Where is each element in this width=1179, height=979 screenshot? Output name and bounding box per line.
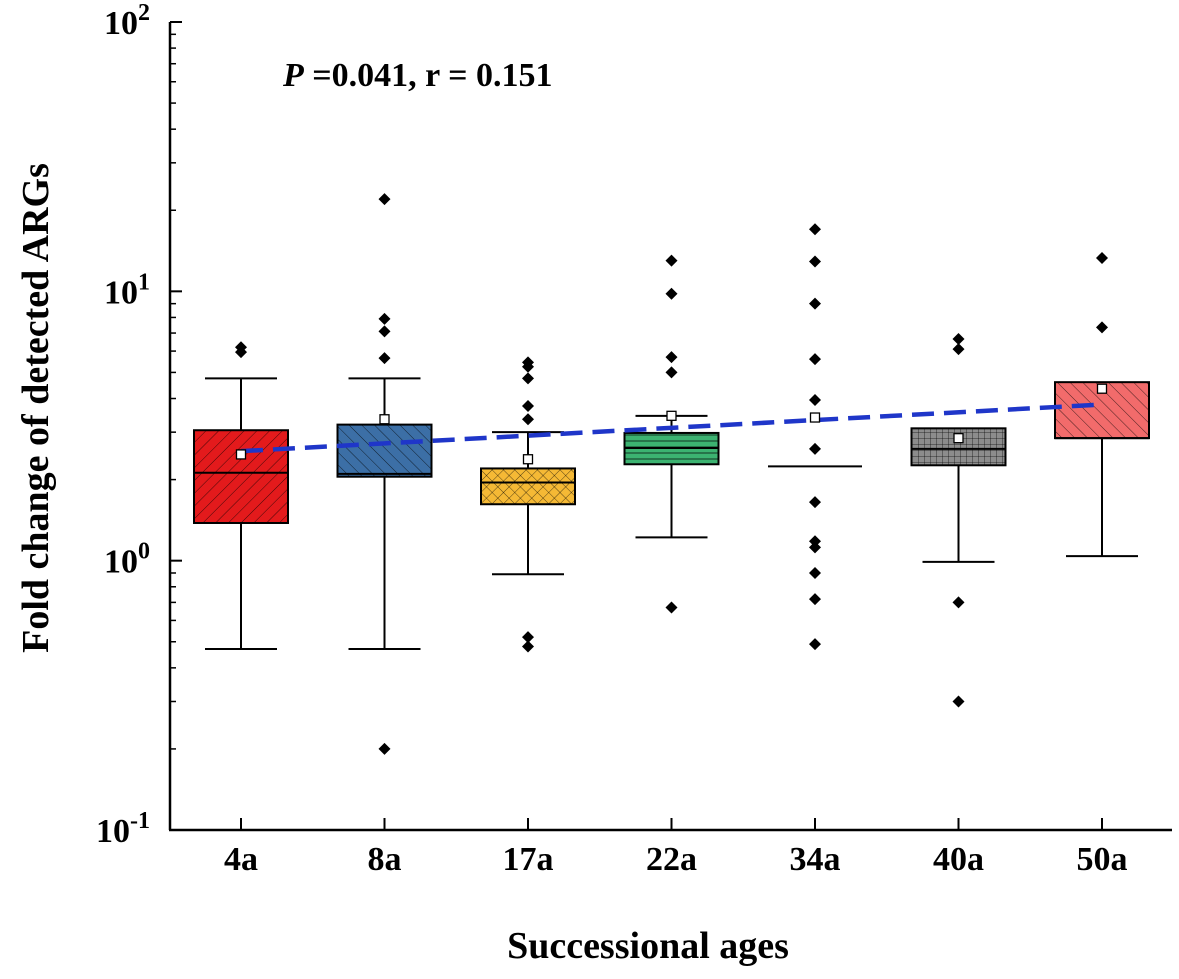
- outlier-point: [378, 193, 391, 206]
- outlier-point: [809, 566, 821, 579]
- box-outline: [193, 429, 289, 524]
- outlier-point: [809, 541, 821, 554]
- outlier-point: [665, 287, 678, 300]
- outlier-point: [809, 593, 821, 606]
- box-22a: [623, 414, 720, 539]
- outlier-point: [809, 353, 821, 366]
- mean-marker: [953, 433, 964, 444]
- mean-marker: [235, 449, 247, 460]
- y-tick-base: 10: [96, 813, 130, 850]
- outlier-point: [522, 400, 534, 413]
- mean-marker: [809, 412, 821, 423]
- outlier-point: [952, 695, 965, 708]
- trend-group: [240, 402, 1103, 454]
- mean-marker: [379, 414, 390, 425]
- mean-group: [235, 383, 1108, 465]
- outlier-point: [665, 366, 678, 379]
- x-tick-label: 17a: [503, 841, 554, 878]
- y-tick-base: 10: [104, 5, 138, 42]
- x-tick-label: 8a: [368, 841, 402, 878]
- stats-annotation: P =0.041, r = 0.151: [282, 57, 553, 94]
- y-tick-label: 102: [104, 0, 150, 42]
- y-tick-exponent: -1: [130, 808, 150, 834]
- outlier-point: [809, 638, 821, 651]
- outlier-point: [235, 341, 247, 354]
- outlier-point: [809, 496, 821, 509]
- outlier-point: [809, 255, 821, 268]
- outlier-point: [522, 631, 534, 644]
- y-tick-base: 10: [104, 274, 138, 311]
- outlier-point: [378, 325, 391, 338]
- mean-marker: [522, 454, 534, 465]
- y-axis-label: Fold change of detected ARGs: [15, 163, 57, 653]
- trend-line: [240, 402, 1103, 454]
- box-outline: [910, 427, 1007, 467]
- x-tick-label: 50a: [1077, 841, 1128, 878]
- outlier-point: [378, 742, 391, 755]
- box-4a: [193, 377, 289, 650]
- outlier-point: [378, 352, 391, 365]
- outlier-point: [522, 372, 534, 385]
- x-tick-label: 34a: [790, 841, 841, 878]
- outlier-point: [809, 442, 821, 455]
- box-50a: [1054, 381, 1150, 558]
- box-pattern: [481, 468, 575, 505]
- box-outline: [336, 423, 433, 478]
- outlier-point: [809, 393, 821, 406]
- y-tick-label: 100: [104, 539, 150, 581]
- outlier-point: [952, 333, 965, 346]
- mean-marker: [666, 410, 677, 421]
- outlier-point: [522, 413, 534, 426]
- x-tick-label: 40a: [933, 841, 984, 878]
- outlier-point: [809, 535, 821, 548]
- outlier-point: [522, 640, 534, 653]
- outlier-point: [809, 297, 821, 310]
- box-40a: [910, 427, 1007, 563]
- y-tick-exponent: 2: [138, 0, 150, 26]
- outlier-point: [809, 223, 821, 236]
- outlier-point: [665, 601, 678, 614]
- y-tick-base: 10: [104, 544, 138, 581]
- box-pattern: [194, 430, 288, 523]
- outlier-point: [378, 312, 391, 325]
- outlier-point: [1096, 321, 1108, 334]
- box-17a: [480, 431, 576, 576]
- outlier-point: [952, 343, 965, 356]
- outlier-point: [1096, 251, 1108, 264]
- x-tick-label: 22a: [646, 841, 697, 878]
- outlier-point: [952, 596, 965, 609]
- outlier-group: [235, 193, 1108, 755]
- y-tick-label: 10-1: [96, 808, 150, 850]
- p-value-text: =0.041, r = 0.151: [304, 57, 553, 94]
- outlier-point: [665, 351, 678, 364]
- y-tick-label: 101: [104, 269, 150, 311]
- y-tick-exponent: 0: [138, 539, 150, 565]
- box-outline: [480, 467, 576, 506]
- mean-marker: [1096, 383, 1108, 394]
- outlier-point: [665, 254, 678, 267]
- box-pattern: [337, 424, 432, 477]
- x-tick-group: 4a 8a 17a 22a 34a 40a 50a: [224, 818, 1128, 878]
- y-tick-exponent: 1: [138, 269, 150, 295]
- p-label: P: [282, 57, 304, 94]
- box-8a: [336, 377, 433, 650]
- outlier-point: [522, 356, 534, 369]
- x-axis-label: Successional ages: [507, 925, 789, 967]
- x-tick-label: 4a: [224, 841, 258, 878]
